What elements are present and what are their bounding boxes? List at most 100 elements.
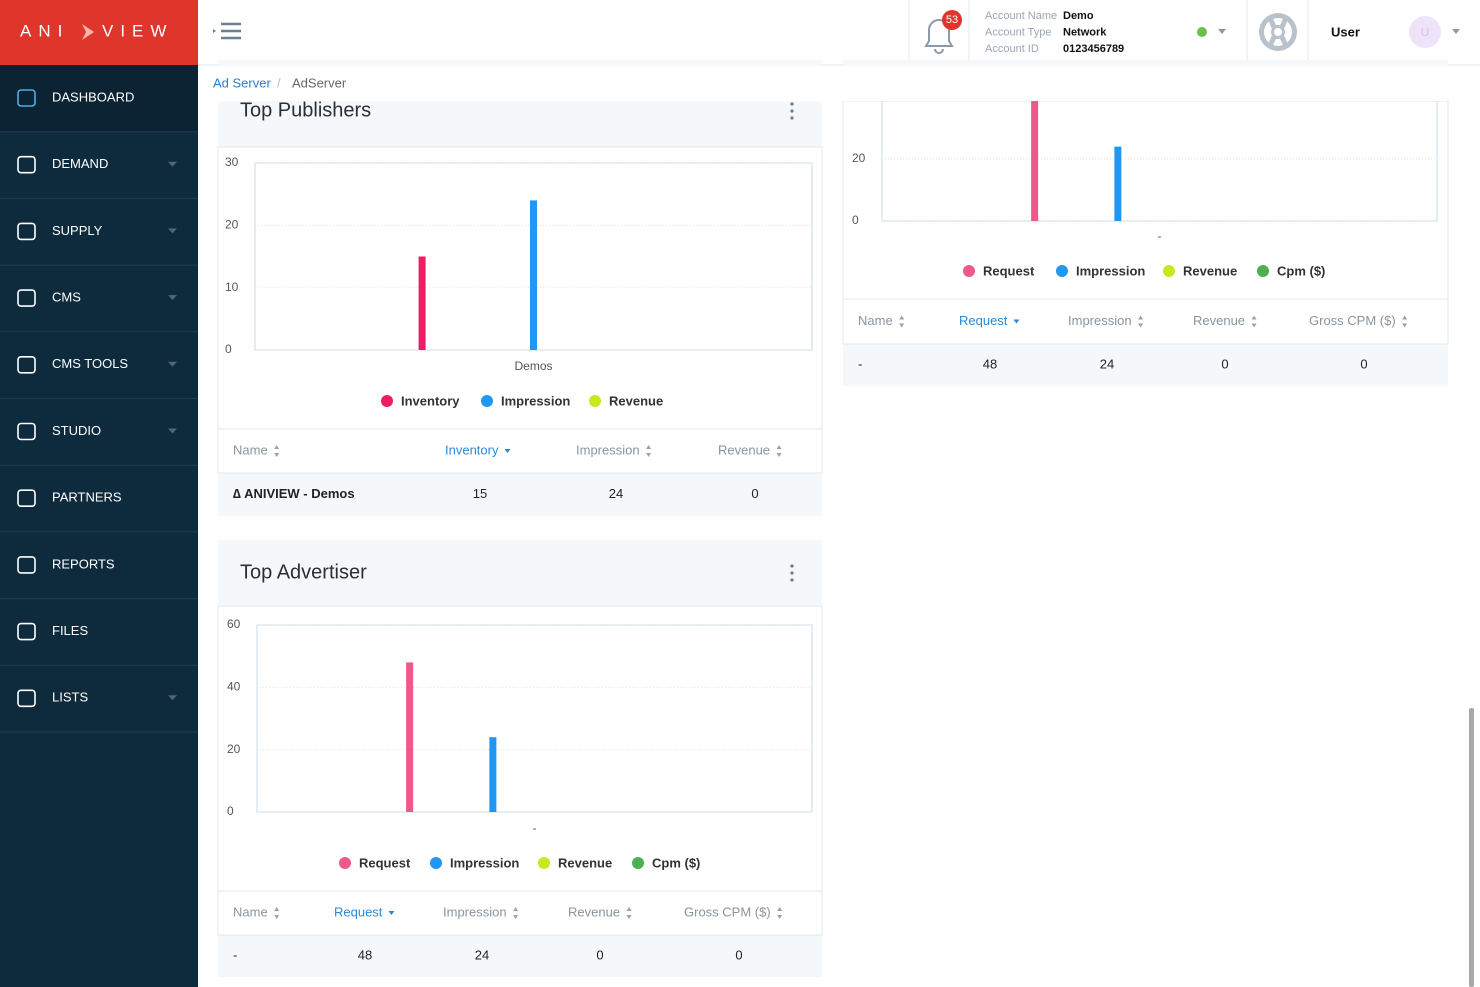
panel: 0 20 - Request Impression Revenue Cpm ($) Name R… — [842, 60, 1449, 386]
sort-icon[interactable] — [274, 445, 280, 457]
x-tick-label: - — [1158, 229, 1162, 243]
column-header[interactable]: Revenue — [1193, 313, 1245, 328]
account-value: Demo — [1063, 10, 1094, 22]
breadcrumb-bg — [198, 66, 1470, 101]
legend-label[interactable]: Impression — [450, 855, 519, 870]
sort-icon[interactable] — [626, 907, 632, 919]
menu-icon — [17, 489, 36, 508]
table-cell: 0 — [735, 947, 742, 962]
menu-item[interactable]: FILES — [0, 622, 198, 666]
sort-icon[interactable] — [274, 907, 280, 919]
legend-swatch[interactable] — [1056, 265, 1068, 277]
column-header[interactable]: Request — [334, 904, 383, 919]
menu-icon — [17, 422, 36, 441]
menu-item[interactable]: DEMAND — [0, 155, 198, 199]
legend-label[interactable]: Cpm ($) — [1277, 263, 1325, 278]
menu-caret — [168, 428, 177, 434]
column-header[interactable]: Request — [959, 313, 1008, 328]
legend-label[interactable]: Revenue — [609, 393, 663, 408]
sort-icon[interactable] — [504, 449, 511, 453]
column-header[interactable]: Gross CPM ($) — [684, 904, 771, 919]
menu-label: LISTS — [52, 690, 88, 705]
menu-item[interactable]: LISTS — [0, 689, 198, 733]
legend-swatch[interactable] — [1163, 265, 1175, 277]
menu-caret — [168, 695, 177, 701]
menu-caret — [168, 161, 177, 167]
table-cell: 24 — [1100, 356, 1114, 371]
sort-icon[interactable] — [1251, 315, 1257, 328]
menu-icon — [17, 355, 36, 374]
legend-swatch[interactable] — [632, 857, 644, 869]
menu-dots[interactable] — [790, 109, 794, 113]
menu-dots[interactable] — [790, 578, 794, 582]
legend-label[interactable]: Revenue — [558, 855, 612, 870]
menu-caret — [168, 228, 177, 234]
menu-item[interactable]: DASHBOARD — [0, 65, 198, 133]
bell-icon[interactable] — [924, 19, 954, 54]
menu-dots[interactable] — [790, 102, 794, 106]
legend-swatch[interactable] — [589, 395, 601, 407]
sort-icon[interactable] — [513, 907, 519, 919]
legend-swatch[interactable] — [339, 857, 351, 869]
column-header[interactable]: Impression — [1068, 313, 1132, 328]
sort-icon[interactable] — [777, 907, 783, 919]
y-tick-label: 0 — [225, 342, 232, 356]
menu-label: SUPPLY — [52, 223, 103, 238]
column-header[interactable]: Name — [233, 904, 268, 919]
account-label: Account ID — [985, 43, 1039, 55]
column-header[interactable]: Name — [858, 313, 893, 328]
menu-item[interactable]: REPORTS — [0, 556, 198, 600]
menu-item[interactable]: STUDIO — [0, 422, 198, 466]
column-header[interactable]: Revenue — [568, 904, 620, 919]
legend-label[interactable]: Inventory — [401, 393, 460, 408]
scrollbar[interactable] — [1469, 708, 1474, 987]
column-header[interactable]: Impression — [443, 904, 507, 919]
column-header[interactable]: Name — [233, 442, 268, 457]
legend-label[interactable]: Impression — [501, 393, 570, 408]
menu-label: DEMAND — [52, 156, 108, 171]
user-name[interactable]: User — [1331, 24, 1360, 39]
menu-item[interactable]: PARTNERS — [0, 489, 198, 533]
menu-toggle[interactable] — [213, 22, 241, 40]
column-header[interactable]: Inventory — [445, 442, 499, 457]
support-icon[interactable] — [1259, 13, 1297, 51]
menu-label: STUDIO — [52, 423, 101, 438]
legend-swatch[interactable] — [430, 857, 442, 869]
menu-dots[interactable] — [790, 571, 794, 575]
column-header[interactable]: Gross CPM ($) — [1309, 313, 1396, 328]
menu-icon — [17, 689, 36, 708]
sort-icon[interactable] — [1013, 319, 1020, 324]
y-tick-label: 30 — [225, 155, 239, 169]
sort-icon[interactable] — [1402, 315, 1408, 328]
caret[interactable] — [1218, 29, 1226, 34]
menu-dots[interactable] — [790, 564, 794, 568]
legend-label[interactable]: Request — [359, 855, 411, 870]
chart: 0 10 20 30 — [225, 155, 813, 356]
legend-swatch[interactable] — [963, 265, 975, 277]
y-tick-label: 40 — [227, 680, 241, 694]
menu-item[interactable]: CMS TOOLS — [0, 355, 198, 399]
column-header[interactable]: Impression — [576, 442, 640, 457]
legend-label[interactable]: Impression — [1076, 263, 1145, 278]
sort-icon[interactable] — [899, 315, 905, 328]
sort-icon[interactable] — [646, 445, 652, 457]
legend-swatch[interactable] — [538, 857, 550, 869]
column-header[interactable]: Revenue — [718, 442, 770, 457]
legend-swatch[interactable] — [1257, 265, 1269, 277]
menu-item[interactable]: SUPPLY — [0, 222, 198, 266]
avatar[interactable] — [1409, 16, 1441, 48]
menu-item[interactable]: CMS — [0, 289, 198, 333]
bar — [1114, 146, 1122, 221]
sort-icon[interactable] — [776, 445, 782, 457]
legend-swatch[interactable] — [381, 395, 393, 407]
legend-swatch[interactable] — [481, 395, 493, 407]
sort-icon[interactable] — [1138, 315, 1144, 328]
legend-label[interactable]: Revenue — [1183, 263, 1237, 278]
legend-label[interactable]: Cpm ($) — [652, 855, 700, 870]
caret[interactable] — [1452, 29, 1460, 34]
sort-icon[interactable] — [388, 911, 395, 915]
breadcrumb-link[interactable]: Ad Server — [213, 75, 271, 90]
logo-bar[interactable] — [0, 0, 198, 65]
menu-dots[interactable] — [790, 116, 794, 120]
legend-label[interactable]: Request — [983, 263, 1035, 278]
